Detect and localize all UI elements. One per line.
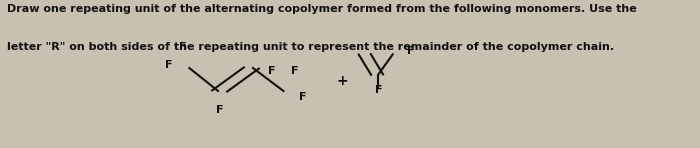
Text: F: F [178,42,186,52]
Text: F: F [407,46,414,56]
Text: +: + [336,74,348,88]
Text: letter "R" on both sides of the repeating unit to represent the remainder of the: letter "R" on both sides of the repeatin… [7,42,614,52]
Text: F: F [300,92,307,102]
Text: Draw one repeating unit of the alternating copolymer formed from the following m: Draw one repeating unit of the alternati… [7,4,636,14]
Text: F: F [375,85,382,95]
Text: F: F [164,60,172,70]
Text: F: F [291,66,299,76]
Text: F: F [216,105,224,115]
Text: F: F [268,66,276,76]
